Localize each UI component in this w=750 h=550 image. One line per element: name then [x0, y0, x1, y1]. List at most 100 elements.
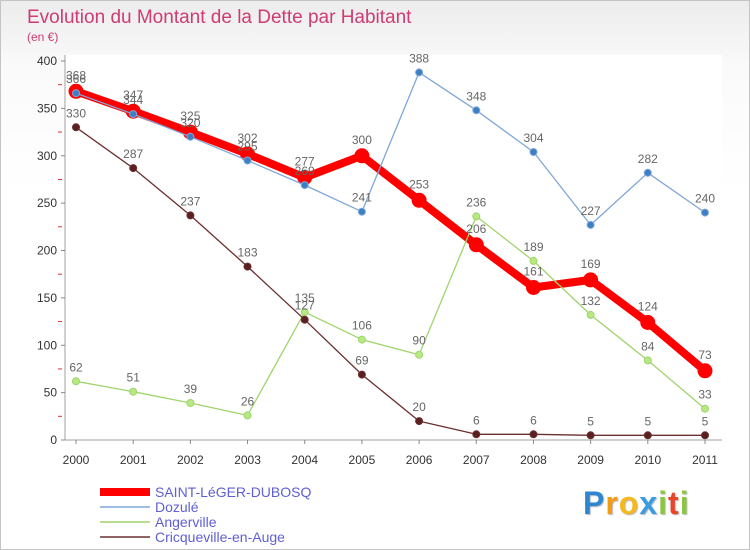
legend-item-saint-leger-dubosq: SAINT-LéGER-DUBOSQ [100, 484, 311, 500]
data-label-saint-leger-dubosq-2004: 277 [295, 155, 315, 169]
data-label-dozule-2008: 304 [523, 131, 543, 145]
data-label-dozule-2009: 227 [581, 204, 601, 218]
chart-subtitle: (en €) [27, 30, 58, 44]
y-tick-label-100: 100 [37, 338, 57, 352]
data-label-dozule-2011: 240 [695, 192, 715, 206]
data-point-saint-leger-dubosq-2011 [697, 363, 713, 379]
data-point-cricqueville-en-auge-2006 [415, 417, 424, 426]
logo-letter: t [668, 485, 680, 521]
data-point-cricqueville-en-auge-2001 [129, 164, 138, 173]
data-label-dozule-2005: 241 [352, 191, 372, 205]
legend-label-saint-leger-dubosq: SAINT-LéGER-DUBOSQ [155, 484, 311, 500]
series-line-angerville [75, 215, 706, 417]
data-label-angerville-2002: 39 [184, 382, 198, 396]
data-label-cricqueville-en-auge-2003: 183 [237, 246, 257, 260]
y-tick-label-350: 350 [37, 101, 57, 115]
data-point-angerville-2005 [357, 335, 366, 344]
data-label-saint-leger-dubosq-2011: 73 [698, 348, 712, 362]
series-angerville [72, 212, 709, 420]
series-dozule [72, 68, 709, 229]
data-label-cricqueville-en-auge-2009: 5 [587, 414, 594, 428]
data-point-angerville-2008 [529, 256, 538, 265]
data-label-angerville-2003: 26 [241, 394, 255, 408]
data-point-dozule-2003 [243, 156, 252, 165]
data-label-cricqueville-en-auge-2000: 330 [66, 106, 86, 120]
axes: 0 50 100 150 200 250 300 350 400 2000 2001 2002 2003… [37, 54, 722, 467]
data-label-saint-leger-dubosq-2008: 161 [523, 265, 543, 279]
legend-item-dozule: Dozulé [100, 499, 199, 515]
data-point-angerville-2007 [472, 212, 481, 221]
data-point-angerville-2009 [586, 310, 595, 319]
data-point-saint-leger-dubosq-2008 [526, 280, 541, 295]
logo-letter: x [639, 485, 659, 521]
data-point-dozule-2011 [701, 208, 709, 217]
series-line-dozule [75, 71, 706, 226]
data-label-dozule-2003: 295 [237, 140, 257, 154]
data-label-cricqueville-en-auge-2010: 5 [644, 414, 651, 428]
x-tick-label-2009: 2009 [577, 453, 604, 467]
data-point-saint-leger-dubosq-2006 [411, 192, 427, 208]
legend-label-dozule: Dozulé [155, 499, 199, 515]
data-point-dozule-2004 [300, 181, 309, 190]
data-label-dozule-2002: 320 [180, 116, 200, 130]
logo-letter: i [658, 485, 669, 521]
data-point-angerville-2000 [72, 377, 80, 386]
data-label-cricqueville-en-auge-2004: 127 [295, 299, 315, 313]
y-tick-label-250: 250 [37, 196, 57, 210]
logo-letter: P [583, 485, 606, 521]
data-point-dozule-2010 [643, 168, 652, 177]
data-label-dozule-2004: 269 [295, 164, 315, 178]
data-label-saint-leger-dubosq-2002: 325 [180, 109, 200, 123]
data-label-angerville-2005: 106 [352, 319, 372, 333]
x-tick-label-2004: 2004 [291, 453, 318, 467]
chart-title: Evolution du Montant de la Dette par Hab… [27, 7, 412, 28]
data-label-saint-leger-dubosq-2005: 300 [352, 133, 372, 147]
data-label-cricqueville-en-auge-2006: 20 [412, 400, 426, 414]
data-point-cricqueville-en-auge-2007 [472, 430, 481, 439]
data-point-dozule-2000 [72, 89, 80, 98]
data-label-angerville-2009: 132 [581, 294, 601, 308]
x-tick-label-2011: 2011 [692, 453, 718, 467]
data-label-cricqueville-en-auge-2002: 237 [180, 194, 200, 208]
logo-letter: r [605, 485, 619, 521]
y-tick-label-150: 150 [37, 291, 57, 305]
data-point-dozule-2009 [586, 220, 595, 229]
proxiti-logo: Proxiti [583, 486, 690, 520]
data-point-saint-leger-dubosq-2007 [468, 237, 484, 253]
data-label-dozule-2006: 388 [409, 51, 429, 65]
data-point-dozule-2002 [186, 132, 195, 141]
data-point-angerville-2003 [243, 411, 252, 420]
data-point-cricqueville-en-auge-2011 [701, 431, 709, 440]
data-point-cricqueville-en-auge-2004 [300, 315, 309, 324]
x-tick-label-2010: 2010 [634, 453, 661, 467]
data-point-dozule-2001 [129, 110, 138, 119]
series-line-cricqueville-en-auge [75, 126, 706, 436]
x-tick-label-2003: 2003 [234, 453, 261, 467]
data-point-saint-leger-dubosq-2010 [640, 315, 656, 330]
data-label-saint-leger-dubosq-2000: 368 [66, 68, 86, 82]
x-tick-label-2000: 2000 [63, 453, 90, 467]
data-label-angerville-2006: 90 [412, 334, 426, 348]
legend-label-angerville: Angerville [155, 514, 217, 530]
data-label-saint-leger-dubosq-2009: 169 [581, 257, 601, 271]
x-tick-label-2007: 2007 [463, 453, 490, 467]
data-label-angerville-2007: 236 [466, 195, 486, 209]
data-label-cricqueville-en-auge-2011: 5 [702, 414, 709, 428]
series-layer [68, 68, 713, 440]
data-point-cricqueville-en-auge-2010 [643, 431, 652, 440]
data-point-angerville-2006 [415, 350, 424, 359]
data-label-cricqueville-en-auge-2007: 6 [473, 413, 480, 427]
data-label-dozule-2000: 366 [66, 72, 86, 86]
data-label-cricqueville-en-auge-2005: 69 [355, 354, 369, 368]
data-point-cricqueville-en-auge-2000 [72, 123, 80, 132]
plot-area [65, 55, 722, 440]
data-point-cricqueville-en-auge-2008 [529, 430, 538, 439]
data-point-saint-leger-dubosq-2009 [583, 272, 599, 288]
data-label-layer: 3683473253022773002532061611691247336634… [66, 51, 715, 428]
data-point-cricqueville-en-auge-2002 [186, 211, 195, 220]
legend: SAINT-LéGER-DUBOSQDozuléAngervilleCricqu… [100, 484, 311, 545]
y-tick-label-0: 0 [50, 433, 57, 447]
data-point-angerville-2011 [701, 404, 709, 413]
